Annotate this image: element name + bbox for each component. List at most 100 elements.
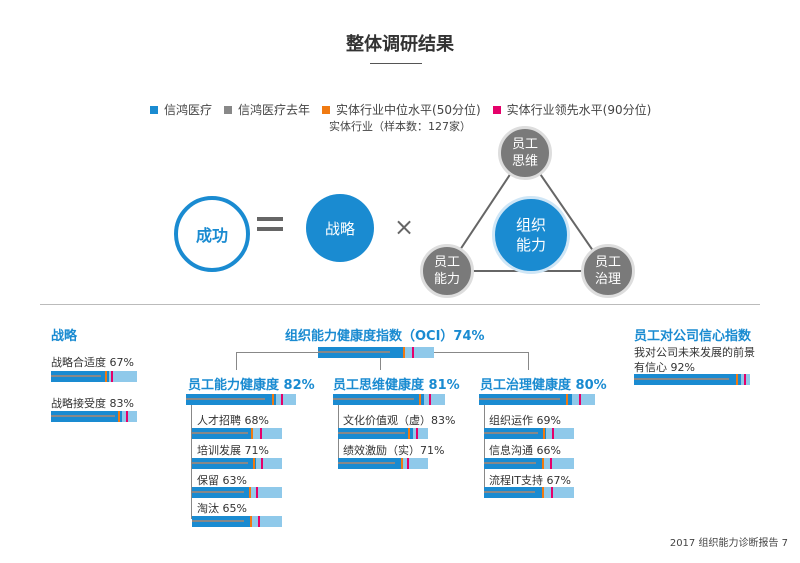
- bar-median-marker-confidence: [736, 374, 739, 385]
- section-divider: [40, 304, 760, 305]
- bar-last-year-recruit: [192, 432, 248, 434]
- bar-median-marker-communication: [541, 458, 544, 469]
- bar-retention: [192, 487, 282, 498]
- node-employee-governance: 员工治理: [581, 244, 635, 298]
- bar-training: [192, 458, 282, 469]
- bar-leading-marker-process-it: [550, 487, 553, 498]
- footer-page-note: 2017 组织能力诊断报告 7: [669, 538, 788, 549]
- bar-capability: [186, 394, 296, 405]
- bar-leading-marker-retention: [255, 487, 258, 498]
- success-circle: 成功: [174, 196, 250, 272]
- bar-median-marker-oci: [402, 347, 405, 358]
- node-org-capability: 组织能力: [492, 196, 570, 274]
- legend-swatch-company: [150, 105, 158, 114]
- bar-leading-marker-strategy-fit: [111, 371, 114, 382]
- node-employee-capability: 员工能力: [420, 244, 474, 298]
- bar-median-marker-strategy-fit: [105, 371, 108, 382]
- legend-item-company: 信鸿医疗: [150, 101, 212, 118]
- connector-oci-left: [236, 352, 318, 353]
- bar-leading-marker-operation: [552, 428, 555, 439]
- bar-operation: [484, 428, 574, 439]
- bar-last-year-capability: [186, 398, 266, 400]
- retention-label: 保留 63%: [197, 474, 247, 487]
- bar-communication: [484, 458, 574, 469]
- bar-last-year-strategy-fit: [51, 375, 101, 377]
- legend: 信鸿医疗 信鸿医疗去年 实体行业中位水平(50分位) 实体行业领先水平(90分位…: [150, 101, 670, 118]
- bar-culture: [338, 428, 428, 439]
- bar-leading-marker-governance: [578, 394, 581, 405]
- bar-last-year-training: [192, 462, 248, 464]
- bar-median-marker-recruit: [251, 428, 254, 439]
- connector-to-governance: [528, 352, 529, 370]
- bar-performance: [338, 458, 428, 469]
- bar-median-marker-mindset: [419, 394, 422, 405]
- mindset-title: 员工思维健康度 81%: [333, 378, 460, 393]
- bar-leading-marker-oci: [411, 347, 414, 358]
- bar-last-year-communication: [484, 462, 537, 464]
- node-employee-mindset: 员工思维: [498, 126, 552, 180]
- governance-tree-line: [484, 405, 485, 489]
- communication-label: 信息沟通 66%: [489, 444, 561, 457]
- strategy-title: 战略: [51, 329, 78, 344]
- legend-label-company: 信鸿医疗: [164, 103, 213, 117]
- bar-last-year-governance: [479, 398, 561, 400]
- times-sign: ×: [394, 213, 415, 241]
- governance-title: 员工治理健康度 80%: [480, 378, 607, 393]
- bar-leading-marker-performance: [407, 458, 410, 469]
- node-employee-governance-label: 员工治理: [594, 255, 621, 287]
- legend-swatch-leading: [492, 105, 501, 114]
- strategy-fit-label: 战略合适度 67%: [51, 356, 134, 369]
- legend-label-last-year: 信鸿医疗去年: [238, 103, 311, 117]
- bar-last-year-confidence: [634, 378, 730, 380]
- bar-leading-marker-mindset: [429, 394, 432, 405]
- recruit-label: 人才招聘 68%: [197, 414, 269, 427]
- legend-item-leading: 实体行业领先水平(90分位): [492, 101, 652, 118]
- bar-last-year-elimination: [192, 520, 245, 522]
- capability-title: 员工能力健康度 82%: [188, 378, 315, 393]
- strategy-circle: 战略: [306, 194, 374, 262]
- bar-last-year-mindset: [333, 398, 414, 400]
- bar-last-year-retention: [192, 491, 245, 493]
- bar-leading-marker-communication: [549, 458, 552, 469]
- title-underline: [370, 63, 422, 64]
- bar-median-marker-process-it: [541, 487, 544, 498]
- bar-last-year-oci: [318, 351, 390, 353]
- confidence-desc-line1: 我对公司未来发展的前景: [634, 346, 755, 359]
- training-label: 培训发展 71%: [197, 444, 269, 457]
- legend-swatch-median: [322, 105, 331, 114]
- bar-median-marker-operation: [543, 428, 546, 439]
- bar-leading-marker-culture: [416, 428, 419, 439]
- bar-confidence: [634, 374, 750, 385]
- node-org-capability-label: 组织能力: [515, 216, 546, 254]
- bar-process-it: [484, 487, 574, 498]
- bar-median-marker-culture: [408, 428, 411, 439]
- process-it-label: 流程IT支持 67%: [489, 474, 571, 487]
- connector-to-mindset: [380, 358, 381, 370]
- confidence-desc-line2: 有信心 92%: [634, 361, 695, 374]
- bar-median-marker-training: [253, 458, 256, 469]
- bar-leading-marker-training: [261, 458, 264, 469]
- strategy-accept-label: 战略接受度 83%: [51, 397, 134, 410]
- bar-leading-marker-elimination: [257, 516, 260, 527]
- bar-strategy-fit: [51, 371, 137, 382]
- bar-leading-marker-strategy-accept: [125, 411, 128, 422]
- bar-median-marker-governance: [566, 394, 568, 405]
- elimination-label: 淘汰 65%: [197, 502, 247, 515]
- connector-to-capability: [236, 352, 237, 370]
- connector-oci-right: [434, 352, 528, 353]
- bar-median-marker-strategy-accept: [118, 411, 121, 422]
- bar-leading-marker-confidence: [744, 374, 747, 385]
- page-title: 整体调研结果: [346, 34, 454, 55]
- bar-last-year-culture: [338, 432, 405, 434]
- bar-strategy-accept: [51, 411, 137, 422]
- bar-leading-marker-capability: [280, 394, 283, 405]
- legend-label-leading: 实体行业领先水平(90分位): [506, 103, 652, 117]
- bar-last-year-operation: [484, 432, 538, 434]
- legend-label-median: 实体行业中位水平(50分位): [336, 103, 481, 117]
- bar-median-marker-retention: [248, 487, 251, 498]
- bar-last-year-strategy-accept: [51, 415, 115, 417]
- bar-governance: [479, 394, 595, 405]
- bar-oci: [318, 347, 434, 358]
- bar-elimination: [192, 516, 282, 527]
